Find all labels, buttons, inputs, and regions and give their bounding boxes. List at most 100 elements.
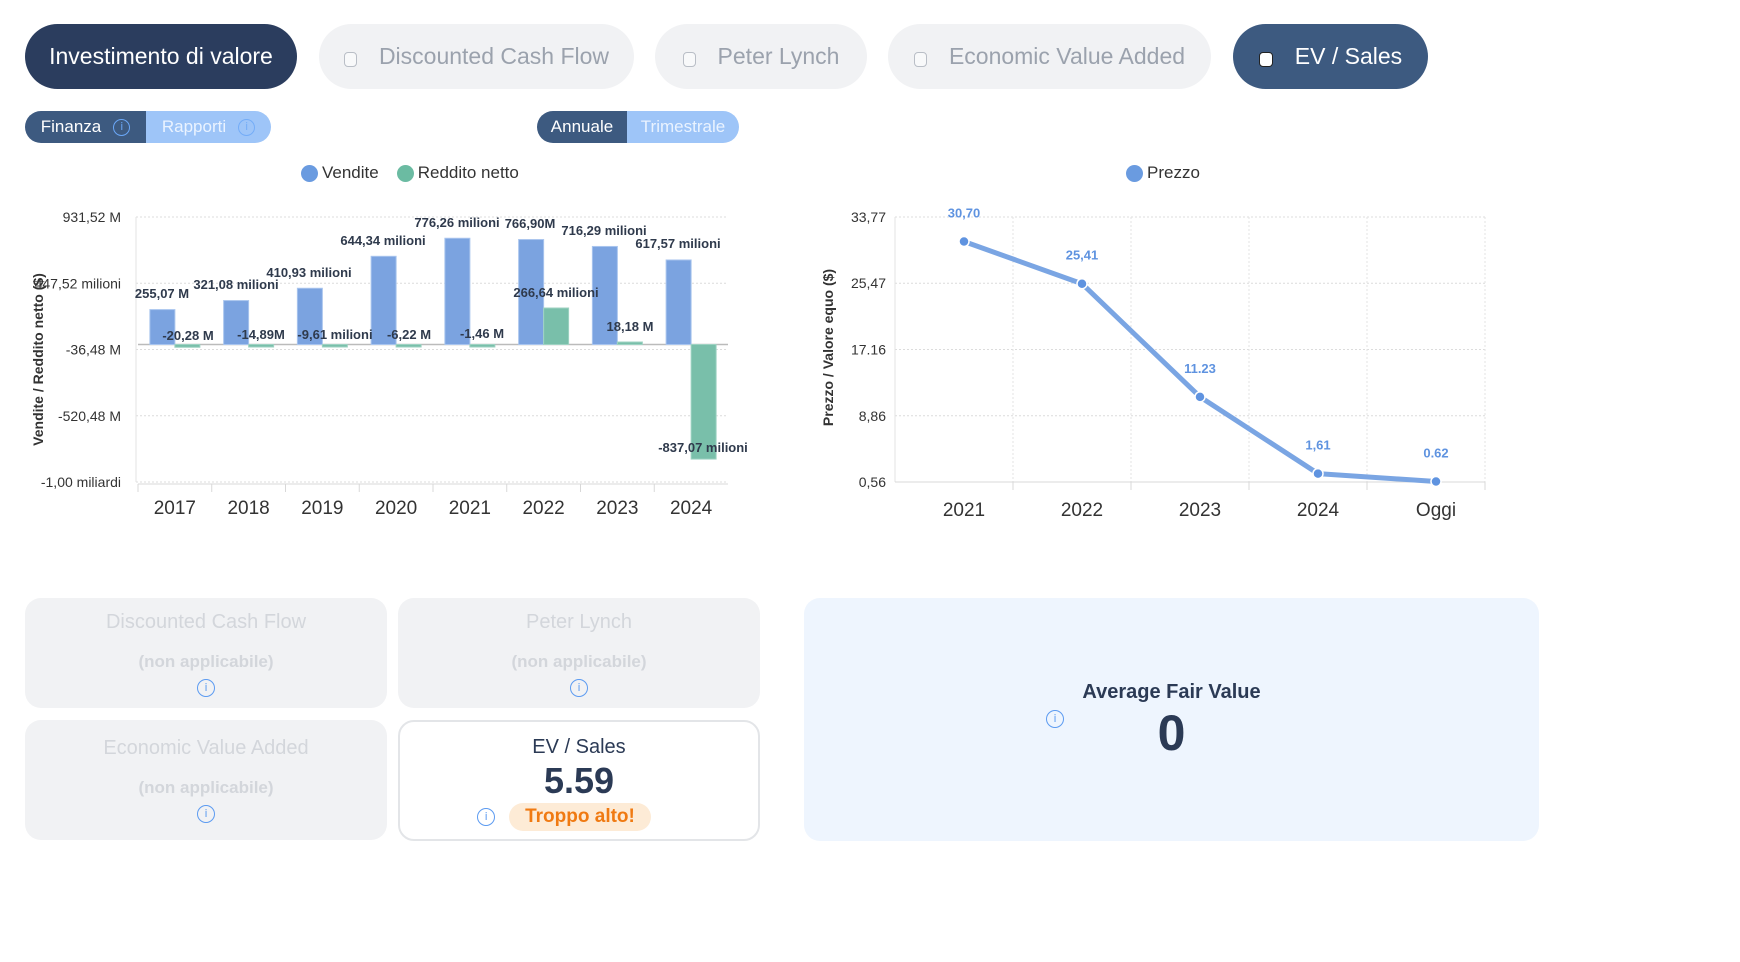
legend-dot [396,164,414,182]
line-chart-legend: Prezzo [1126,163,1218,183]
y-tick-label: 25,47 [851,275,886,291]
toggle-label: Rapporti [161,117,227,136]
card-title: Average Fair Value [1082,681,1261,703]
bar-reddito-netto [690,344,717,460]
x-tick-label: 2022 [1061,500,1103,521]
x-tick-label: 2018 [227,498,269,519]
y-axis-title: Prezzo / Valore equo ($) [820,269,836,426]
card-value: 0 [1157,705,1186,761]
price-point [1430,475,1442,488]
price-point [958,235,970,248]
toggle-rapporti[interactable]: Rapporti i [146,111,271,143]
checkbox-icon[interactable] [913,52,927,67]
info-icon[interactable]: i [238,118,256,136]
tab-label: Discounted Cash Flow [378,43,610,69]
data-label-vendite: 776,26 milioni [414,215,499,230]
price-point [1194,391,1206,403]
bar-vendite [370,255,397,346]
data-label-prezzo: 30,70 [948,205,981,220]
tab-peter-lynch[interactable]: Peter Lynch [655,24,867,89]
info-icon[interactable]: i [113,118,131,136]
data-label-vendite: 321,08 milioni [193,277,278,292]
checkbox-icon[interactable] [1258,52,1273,67]
y-tick-label: 17.16 [851,342,886,358]
tab-label: EV / Sales [1294,43,1403,69]
x-tick-label: 2020 [375,498,417,519]
x-tick-label: 2024 [670,498,713,519]
x-tick-label: 2024 [1297,500,1340,521]
legend-item-prezzo[interactable]: Prezzo [1126,163,1200,183]
y-tick-label: -36,48 M [66,342,121,358]
card-value: (non applicabile) [138,652,274,671]
bar-vendite [223,300,250,346]
data-label-vendite: 766,90M [505,216,556,231]
data-label-vendite: 716,29 milioni [561,223,646,238]
bar-vendite [665,259,692,346]
data-label-reddito-netto: -14,89M [237,327,285,342]
card-value: (non applicabile) [511,652,647,671]
legend-label: Vendite [322,163,379,182]
tab-investimento-di-valore[interactable]: Investimento di valore [25,24,297,89]
tab-ev-sales[interactable]: EV / Sales [1233,24,1428,89]
data-label-reddito-netto: -9,61 milioni [297,327,372,342]
x-tick-label: 2021 [449,498,491,519]
legend-item-reddito-netto[interactable]: Reddito netto [396,163,519,183]
card-title: Peter Lynch [526,611,632,633]
y-tick-label: -520,48 M [58,408,121,424]
x-tick-label: 2017 [154,498,196,519]
info-icon[interactable]: i [197,805,215,823]
data-label-reddito-netto: 266,64 milioni [513,285,598,300]
tab-economic-value-added[interactable]: Economic Value Added [888,24,1211,89]
checkbox-icon[interactable] [682,52,696,67]
x-tick-label: Oggi [1416,500,1456,521]
info-icon[interactable]: i [1046,710,1064,728]
bar-reddito-netto [469,344,496,348]
data-label-reddito-netto: -20,28 M [162,328,213,343]
tab-label: Investimento di valore [49,43,273,69]
y-tick-label: 33,77 [851,209,886,225]
legend-item-vendite[interactable]: Vendite [301,163,379,183]
data-label-prezzo: 0.62 [1423,446,1448,461]
y-tick-label: -1,00 miliardi [41,474,121,490]
legend-label: Reddito netto [417,163,519,182]
info-icon[interactable]: i [477,808,496,826]
toggle-trimestrale[interactable]: Trimestrale [627,111,739,143]
card-ev-sales: EV / Sales 5.59 i Troppo alto! [398,720,760,841]
info-icon[interactable]: i [570,679,588,697]
price-point [1312,467,1324,480]
y-tick-label: 931,52 M [63,209,121,225]
card-average-fair-value: i Average Fair Value 0 [804,598,1539,841]
data-label-vendite: 410,93 milioni [266,265,351,280]
bar-reddito-netto [248,344,275,348]
data-label-reddito-netto: -6,22 M [387,327,431,342]
legend-dot [1126,164,1143,182]
data-label-vendite: 617,57 milioni [635,236,720,251]
data-label-prezzo: 25,41 [1066,248,1099,263]
bar-vendite [591,245,618,346]
tab-discounted-cash-flow[interactable]: Discounted Cash Flow [319,24,634,89]
data-label-vendite: 644,34 milioni [340,233,425,248]
data-label-reddito-netto: -837,07 milioni [658,440,748,455]
card-peter-lynch: Peter Lynch (non applicabile) i [398,598,760,708]
card-value: 5.59 [543,760,615,801]
data-label-vendite: 255,07 M [135,286,189,301]
checkbox-icon[interactable] [343,52,357,67]
y-tick-label: 8,86 [859,408,886,424]
line-chart: 33,77 25,47 17.16 8,86 0,56 Prezzo / Valore e… [820,205,1486,521]
data-type-toggle: Finanza i Rapporti i [25,111,271,143]
data-label-reddito-netto: -1,46 M [460,326,504,341]
x-tick-label: 2022 [522,498,564,519]
bar-vendite [149,309,176,346]
bar-reddito-netto [321,344,348,348]
tab-label: Economic Value Added [948,43,1186,69]
bar-vendite [296,287,323,346]
info-icon[interactable]: i [197,679,215,697]
bar-chart-legend: Vendite Reddito netto [301,163,537,183]
toggle-finanza[interactable]: Finanza i [25,111,146,143]
y-axis-title: Vendite / Reddito netto ($) [30,273,46,446]
data-label-reddito-netto: 18,18 M [607,319,654,334]
toggle-annuale[interactable]: Annuale [537,111,627,143]
data-label-prezzo: 1,61 [1305,438,1330,453]
bar-vendite [518,239,545,346]
toggle-label: Trimestrale [640,117,726,136]
